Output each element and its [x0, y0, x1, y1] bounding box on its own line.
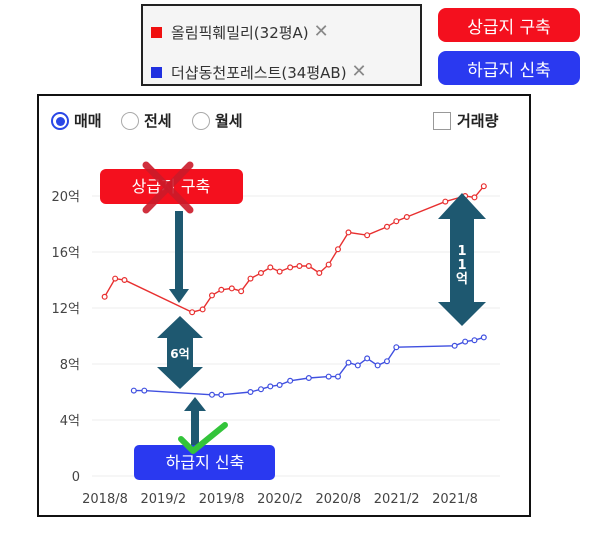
radio-monthly-label: 월세: [215, 112, 243, 130]
radio-jeonse-label: 전세: [144, 112, 172, 130]
radio-icon: [121, 111, 139, 130]
legend-item-olympic-family: 올림픽훼밀리(32평A) ✕: [151, 19, 329, 45]
chart-panel: 매매 전세 월세 거래량: [37, 94, 531, 517]
legend-item-the-sharp: 더샵동천포레스트(34평AB) ✕: [151, 59, 367, 85]
close-icon[interactable]: ✕: [313, 21, 329, 42]
legend-swatch-red: [151, 26, 162, 38]
legend-swatch-blue: [151, 66, 162, 78]
upper-old-button[interactable]: 상급지 구축: [438, 8, 580, 42]
radio-monthly[interactable]: 월세: [192, 110, 243, 131]
radio-jeonse[interactable]: 전세: [121, 110, 172, 131]
radio-icon: [192, 111, 210, 130]
legend-label: 더샵동천포레스트(34평AB): [171, 63, 347, 82]
volume-checkbox-label: 거래량: [457, 112, 499, 130]
checkbox-icon: [433, 111, 451, 130]
legend-label: 올림픽훼밀리(32평A): [171, 23, 309, 42]
lower-new-button[interactable]: 하급지 신축: [438, 51, 580, 85]
radio-sale[interactable]: 매매: [51, 110, 102, 131]
close-icon[interactable]: ✕: [351, 61, 367, 82]
radio-selected-icon: [51, 111, 69, 130]
radio-sale-label: 매매: [74, 112, 102, 130]
series-legend: 올림픽훼밀리(32평A) ✕ 더샵동천포레스트(34평AB) ✕: [141, 4, 422, 86]
volume-checkbox[interactable]: 거래량: [433, 110, 498, 131]
